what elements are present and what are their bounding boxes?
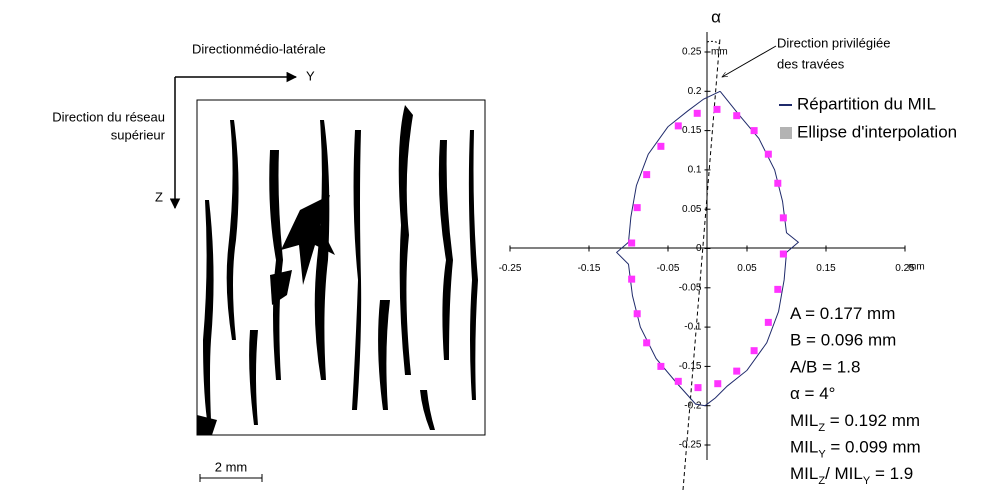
horizontal-label: Directionmédio-latérale — [192, 41, 326, 56]
ellipse-point — [628, 275, 636, 283]
stat-part: Z — [818, 422, 825, 434]
y-unit: mm — [711, 47, 728, 58]
vertical-axis: Z — [155, 189, 163, 204]
angle-label: α — [711, 7, 721, 26]
stat-part: Y — [863, 475, 871, 487]
stat-part: = 0.099 mm — [826, 438, 921, 457]
y-tick-label: -0.2 — [684, 400, 702, 411]
x-tick-label: -0.15 — [578, 263, 601, 274]
y-tick-label: -0.15 — [679, 361, 702, 372]
ellipse-point — [764, 150, 772, 158]
y-tick-label: 0.15 — [682, 125, 702, 136]
y-tick-label: -0.25 — [679, 440, 702, 451]
legend-label: Répartition du MIL — [797, 94, 936, 113]
stat-part: A/B = 1.8 — [790, 358, 860, 377]
stat-part: α = 4° — [790, 385, 835, 404]
stat: MILZ = 0.192 mm — [790, 411, 920, 433]
x-tick-label: 0.05 — [737, 263, 757, 274]
ellipse-point — [674, 377, 682, 385]
ellipse-point — [693, 109, 701, 117]
ellipse-point — [713, 105, 721, 113]
ellipse-point — [779, 214, 787, 222]
ellipse-point — [733, 367, 741, 375]
vertical-label: supérieur — [111, 127, 166, 142]
ellipse-point — [750, 127, 758, 135]
stat-part: MIL — [790, 465, 818, 484]
mil-line — [615, 90, 800, 407]
ellipse-point — [774, 285, 782, 293]
ellipse-point — [714, 380, 722, 388]
y-tick-label: 0.05 — [682, 204, 702, 215]
x-tick-label: 0.15 — [816, 263, 836, 274]
ellipse-point — [657, 142, 665, 150]
annotation: des travées — [777, 56, 845, 71]
stat: α = 4° — [790, 385, 835, 404]
y-tick-label: 0.2 — [688, 86, 702, 97]
horizontal-axis: Y — [306, 68, 315, 83]
ellipse-point — [779, 250, 787, 258]
x-unit: mm — [908, 262, 925, 273]
x-tick-label: 0.25 — [895, 263, 915, 274]
legend-swatch — [780, 127, 792, 139]
stat-part: Z — [818, 475, 825, 487]
ellipse-point — [674, 122, 682, 130]
ellipse-point — [633, 204, 641, 212]
stat-part: = 0.192 mm — [825, 411, 920, 430]
stat-part: A = 0.177 mm — [790, 304, 895, 323]
y-tick-label: 0.1 — [688, 165, 702, 176]
stat-part: MIL — [790, 411, 818, 430]
stat: B = 0.096 mm — [790, 331, 896, 350]
legend-label: Ellipse d'interpolation — [797, 122, 957, 141]
annotation-arrow — [722, 45, 777, 78]
y-tick-label: -0.1 — [684, 322, 702, 333]
ellipse-point — [628, 239, 636, 247]
preferred-direction — [682, 37, 721, 491]
ellipse-point — [643, 171, 651, 179]
stat: MILY = 0.099 mm — [790, 438, 921, 460]
angle-arc — [706, 40, 721, 45]
ellipse-point — [774, 179, 782, 187]
y-tick-label: -0.05 — [679, 282, 702, 293]
stat-part: / MIL — [825, 465, 863, 484]
stat-part: B = 0.096 mm — [790, 331, 896, 350]
ellipse-point — [657, 362, 665, 370]
x-tick-label: -0.05 — [657, 263, 680, 274]
scale-bar-label: 2 mm — [215, 459, 248, 474]
stat: A = 0.177 mm — [790, 304, 895, 323]
stat: A/B = 1.8 — [790, 358, 860, 377]
ellipse-point — [633, 310, 641, 318]
y-tick-label: 0.25 — [682, 47, 702, 58]
vertical-label: Direction du réseau — [52, 109, 165, 124]
ellipse-point — [750, 347, 758, 355]
ellipse-point — [643, 339, 651, 347]
annotation: Direction privilégiée — [777, 35, 890, 50]
stat: MILZ/ MILY = 1.9 — [790, 465, 913, 487]
stat-part: Y — [818, 448, 826, 460]
ellipse-point — [694, 384, 702, 392]
ellipse-point — [764, 318, 772, 326]
stat-part: MIL — [790, 438, 818, 457]
ellipse-point — [733, 112, 741, 120]
bone-image — [196, 99, 486, 436]
y-tick-label: 0 — [696, 243, 702, 254]
stat-part: = 1.9 — [870, 465, 913, 484]
x-tick-label: -0.25 — [499, 263, 522, 274]
